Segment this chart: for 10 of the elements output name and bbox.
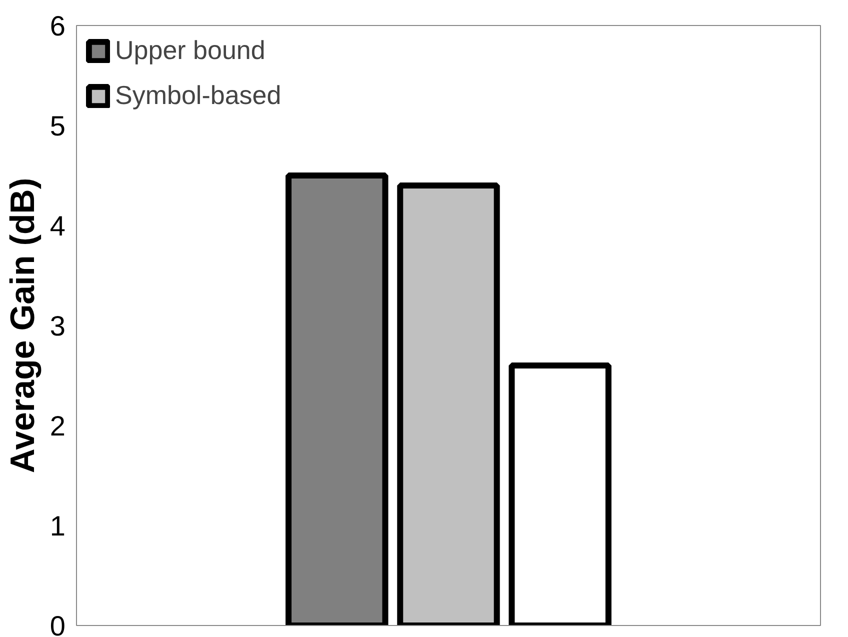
legend-label: Upper bound (115, 35, 266, 66)
y-tick-label: 1 (50, 510, 66, 542)
y-tick-label: 0 (50, 610, 66, 637)
y-axis-title: Average Gain (dB) (4, 178, 42, 474)
y-tick-label: 6 (50, 10, 66, 42)
y-tick-label: 2 (50, 410, 66, 442)
legend-label: Symbol-based (115, 80, 282, 111)
y-tick-label: 5 (50, 110, 66, 142)
y-tick-label: 4 (50, 210, 66, 242)
y-tick-label: 3 (50, 310, 66, 342)
